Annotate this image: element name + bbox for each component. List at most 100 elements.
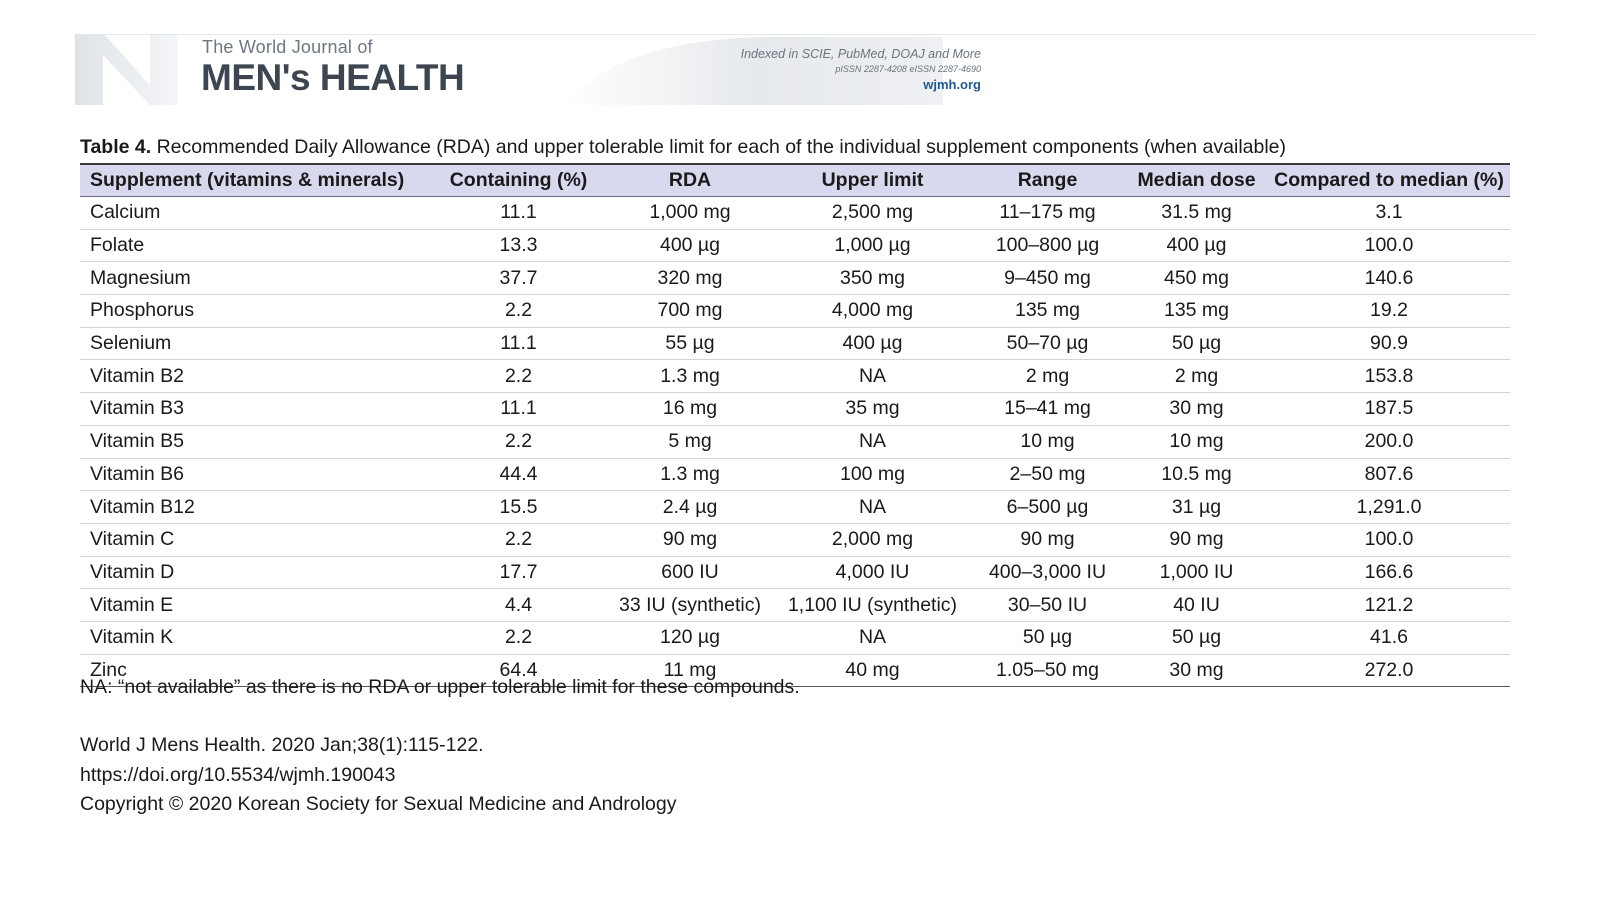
cell-compared-to-median: 19.2 <box>1268 294 1510 328</box>
cell-range: 50 µg <box>970 621 1125 655</box>
cell-rda: 16 mg <box>605 392 775 426</box>
table-row: Vitamin B2 2.2 1.3 mg NA 2 mg 2 mg 153.8 <box>80 359 1510 394</box>
cell-median-dose: 30 mg <box>1125 392 1268 426</box>
cell-supplement: Vitamin B5 <box>80 425 432 459</box>
table-row: Folate 13.3 400 µg 1,000 µg 100–800 µg 400 µg… <box>80 229 1510 263</box>
column-header-containing: Containing (%) <box>432 163 605 197</box>
cell-containing: 2.2 <box>432 621 605 655</box>
cell-compared-to-median: 121.2 <box>1268 588 1510 622</box>
cell-containing: 2.2 <box>432 294 605 328</box>
cell-upper-limit: 1,000 µg <box>775 229 970 263</box>
cell-supplement: Vitamin B6 <box>80 458 432 492</box>
table-header-row: Supplement (vitamins & minerals) Contain… <box>80 163 1510 197</box>
cell-rda: 600 IU <box>605 556 775 590</box>
cell-upper-limit: 1,100 IU (synthetic) <box>775 588 970 622</box>
cell-rda: 320 mg <box>605 261 775 296</box>
cell-range: 50–70 µg <box>970 327 1125 361</box>
cell-supplement: Vitamin B2 <box>80 359 432 394</box>
column-header-supplement: Supplement (vitamins & minerals) <box>80 163 432 197</box>
cell-supplement: Vitamin C <box>80 523 432 557</box>
cell-rda: 1.3 mg <box>605 359 775 394</box>
table-row: Vitamin B6 44.4 1.3 mg 100 mg 2–50 mg 10.5 mg… <box>80 458 1510 492</box>
cell-median-dose: 2 mg <box>1125 359 1268 394</box>
journal-banner: The World Journal of MEN's HEALTH Indexe… <box>75 34 1535 105</box>
table-row: Calcium 11.1 1,000 mg 2,500 mg 11–175 mg 31.5… <box>80 196 1510 230</box>
cell-median-dose: 31.5 mg <box>1125 196 1268 230</box>
cell-range: 90 mg <box>970 523 1125 557</box>
cell-upper-limit: 2,000 mg <box>775 523 970 557</box>
citation-copyright: Copyright © 2020 Korean Society for Sexu… <box>80 793 677 815</box>
cell-rda: 700 mg <box>605 294 775 328</box>
cell-compared-to-median: 100.0 <box>1268 229 1510 263</box>
journal-indexing-info: Indexed in SCIE, PubMed, DOAJ and More p… <box>741 47 981 92</box>
cell-compared-to-median: 200.0 <box>1268 425 1510 459</box>
issn-text: pISSN 2287-4208 eISSN 2287-4690 <box>835 64 981 74</box>
cell-range: 1.05–50 mg <box>970 654 1125 688</box>
cell-range: 11–175 mg <box>970 196 1125 230</box>
cell-upper-limit: NA <box>775 359 970 394</box>
table-row: Phosphorus 2.2 700 mg 4,000 mg 135 mg 135 mg 1… <box>80 294 1510 328</box>
cell-range: 30–50 IU <box>970 588 1125 622</box>
cell-containing: 11.1 <box>432 392 605 426</box>
cell-upper-limit: 4,000 IU <box>775 556 970 590</box>
cell-containing: 2.2 <box>432 359 605 394</box>
cell-upper-limit: 400 µg <box>775 327 970 361</box>
table-caption: Table 4. Recommended Daily Allowance (RD… <box>80 136 1286 159</box>
cell-median-dose: 10.5 mg <box>1125 458 1268 492</box>
cell-range: 2–50 mg <box>970 458 1125 492</box>
cell-supplement: Selenium <box>80 327 432 361</box>
cell-containing: 37.7 <box>432 261 605 296</box>
cell-median-dose: 135 mg <box>1125 294 1268 328</box>
cell-rda: 33 IU (synthetic) <box>605 588 775 622</box>
cell-containing: 13.3 <box>432 229 605 263</box>
cell-supplement: Folate <box>80 229 432 263</box>
table-row: Vitamin B12 15.5 2.4 µg NA 6–500 µg 31 µg 1,29… <box>80 490 1510 524</box>
cell-containing: 11.1 <box>432 327 605 361</box>
table-row: Vitamin B3 11.1 16 mg 35 mg 15–41 mg 30 mg 187… <box>80 392 1510 426</box>
table-caption-text: Recommended Daily Allowance (RDA) and up… <box>151 136 1287 158</box>
journal-site-link[interactable]: wjmh.org <box>923 77 981 92</box>
cell-rda: 2.4 µg <box>605 490 775 524</box>
cell-upper-limit: 350 mg <box>775 261 970 296</box>
table-row: Zinc 64.4 11 mg 40 mg 1.05–50 mg 30 mg 272.0 <box>80 654 1510 688</box>
cell-rda: 1,000 mg <box>605 196 775 230</box>
cell-containing: 64.4 <box>432 654 605 688</box>
cell-range: 9–450 mg <box>970 261 1125 296</box>
cell-range: 400–3,000 IU <box>970 556 1125 590</box>
cell-upper-limit: 40 mg <box>775 654 970 688</box>
column-header-median-dose: Median dose <box>1125 163 1268 197</box>
cell-rda: 400 µg <box>605 229 775 263</box>
cell-upper-limit: 2,500 mg <box>775 196 970 230</box>
cell-supplement: Vitamin D <box>80 556 432 590</box>
cell-compared-to-median: 140.6 <box>1268 261 1510 296</box>
cell-median-dose: 450 mg <box>1125 261 1268 296</box>
cell-containing: 44.4 <box>432 458 605 492</box>
cell-median-dose: 90 mg <box>1125 523 1268 557</box>
cell-range: 135 mg <box>970 294 1125 328</box>
cell-rda: 11 mg <box>605 654 775 688</box>
column-header-rda: RDA <box>605 163 775 197</box>
cell-supplement: Phosphorus <box>80 294 432 328</box>
column-header-upper-limit: Upper limit <box>775 163 970 197</box>
cell-containing: 2.2 <box>432 523 605 557</box>
cell-compared-to-median: 272.0 <box>1268 654 1510 688</box>
table-row: Vitamin D 17.7 600 IU 4,000 IU 400–3,000 IU 1… <box>80 556 1510 590</box>
cell-containing: 2.2 <box>432 425 605 459</box>
citation-doi-link[interactable]: https://doi.org/10.5534/wjmh.190043 <box>80 764 396 786</box>
supplement-table: Supplement (vitamins & minerals) Contain… <box>80 163 1510 688</box>
cell-range: 100–800 µg <box>970 229 1125 263</box>
cell-supplement: Vitamin K <box>80 621 432 655</box>
cell-supplement: Magnesium <box>80 261 432 296</box>
cell-compared-to-median: 1,291.0 <box>1268 490 1510 524</box>
cell-median-dose: 50 µg <box>1125 327 1268 361</box>
cell-median-dose: 50 µg <box>1125 621 1268 655</box>
cell-compared-to-median: 166.6 <box>1268 556 1510 590</box>
cell-range: 2 mg <box>970 359 1125 394</box>
cell-rda: 5 mg <box>605 425 775 459</box>
cell-median-dose: 1,000 IU <box>1125 556 1268 590</box>
cell-upper-limit: 100 mg <box>775 458 970 492</box>
cell-compared-to-median: 3.1 <box>1268 196 1510 230</box>
cell-compared-to-median: 90.9 <box>1268 327 1510 361</box>
cell-compared-to-median: 41.6 <box>1268 621 1510 655</box>
cell-range: 15–41 mg <box>970 392 1125 426</box>
